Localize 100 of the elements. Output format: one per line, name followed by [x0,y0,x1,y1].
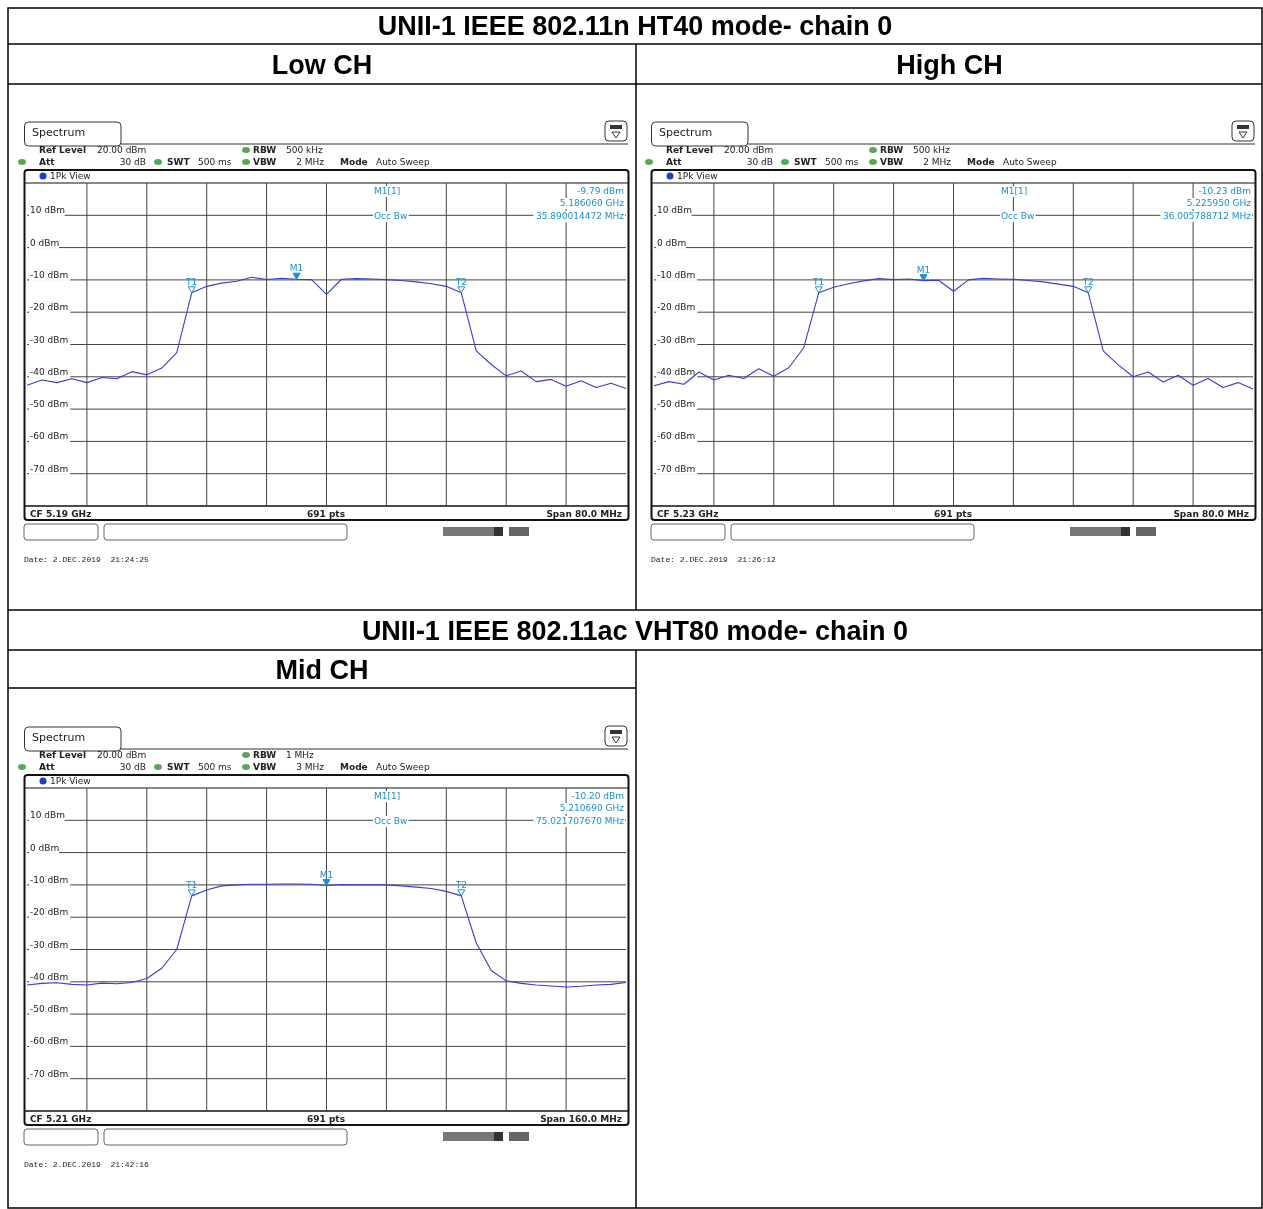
annotation: M1 [289,263,304,274]
annotation: Occ Bw [374,816,408,826]
text: Span 80.0 MHz [1173,509,1249,519]
y-tick-label: -70 dBm [30,1068,69,1079]
y-tick-label: -30 dBm [30,334,69,345]
annotation: M1[1] [374,186,401,196]
y-tick-label: -70 dBm [30,463,69,474]
text: Att [39,762,56,772]
y-tick-label: 0 dBm [30,237,60,248]
text: 691 pts [933,509,973,519]
text: 30 dB [119,762,146,772]
annotation: Occ Bw [374,211,408,221]
annotation: M1[1] [374,791,401,801]
text: CF 5.23 GHz [657,509,719,519]
text: Spectrum [659,126,713,139]
chart-title: High CH [896,50,1003,80]
text: Att [39,157,56,167]
y-tick-label: -10 dBm [30,874,69,885]
annotation: T2 [454,879,467,890]
y-tick-label: 0 dBm [30,842,60,853]
text: 2 MHz [296,157,325,167]
text: VBW [253,762,277,772]
text: 1Pk View [50,776,91,786]
text: CF 5.19 GHz [30,509,92,519]
text: Ref Level [39,750,86,760]
annotation: -10.20 dBm [571,791,624,801]
text: Ref Level [666,145,713,155]
text: Mode [967,157,995,167]
text: Date: 2.DEC.2019 21:42:16 [24,1160,150,1169]
text: 1 MHz [286,750,315,760]
y-tick-label: -40 dBm [657,366,696,377]
y-tick-label: 0 dBm [657,237,687,248]
text: RBW [253,145,277,155]
text: Span 80.0 MHz [546,509,622,519]
y-tick-label: 10 dBm [30,205,65,216]
y-tick-label: -60 dBm [657,431,696,442]
annotation: T1 [185,879,198,890]
text: CF 5.21 GHz [30,1114,92,1124]
y-tick-label: -20 dBm [30,302,69,313]
text: 20.00 dBm [724,145,774,155]
y-tick-label: -20 dBm [30,907,69,918]
text: 3 MHz [296,762,325,772]
annotation: T1 [812,276,825,287]
annotation: Occ Bw [1001,211,1035,221]
y-tick-label: -10 dBm [30,269,69,280]
annotation: 5.210690 GHz [559,803,625,813]
y-tick-label: -30 dBm [30,939,69,950]
text: Mode [340,157,368,167]
text: Spectrum [32,731,86,744]
annotation: 5.225950 GHz [1186,198,1252,208]
annotation: -10.23 dBm [1198,186,1251,196]
chart-title: Mid CH [275,655,369,685]
text: 500 kHz [286,145,324,155]
y-tick-label: -50 dBm [30,399,69,410]
annotation: M1[1] [1001,186,1028,196]
y-tick-label: -40 dBm [30,366,69,377]
chart-subtitle: UNII-1 IEEE 802.11n HT40 mode- chain 0 [377,11,893,41]
annotation: M1 [916,264,931,275]
y-tick-label: -50 dBm [657,399,696,410]
y-tick-label: -60 dBm [30,1036,69,1047]
text: VBW [880,157,904,167]
text: 1Pk View [677,171,718,181]
annotation: 35.890014472 MHz [536,211,625,221]
text: 20.00 dBm [97,750,147,760]
text: 500 kHz [913,145,951,155]
text: 30 dB [119,157,146,167]
text: 500 ms [198,762,232,772]
annotation: T2 [454,276,467,287]
annotation: -9.79 dBm [577,186,624,196]
text: Date: 2.DEC.2019 21:26:12 [651,555,777,564]
text: SWT [167,157,191,167]
chart-title: Low CH [271,50,373,80]
text: 500 ms [825,157,859,167]
y-tick-label: -20 dBm [657,302,696,313]
y-tick-label: -30 dBm [657,334,696,345]
y-tick-label: -40 dBm [30,971,69,982]
y-tick-label: -60 dBm [30,431,69,442]
y-tick-label: 10 dBm [657,205,692,216]
text: Auto Sweep [1003,157,1057,167]
y-tick-label: -10 dBm [657,269,696,280]
annotation: T1 [185,276,198,287]
text: 691 pts [306,1114,346,1124]
text: 1Pk View [50,171,91,181]
text: 20.00 dBm [97,145,147,155]
text: Auto Sweep [376,157,430,167]
text: Date: 2.DEC.2019 21:24:25 [24,555,150,564]
text: RBW [253,750,277,760]
y-tick-label: 10 dBm [30,810,65,821]
text: 500 ms [198,157,232,167]
text: SWT [167,762,191,772]
text: SWT [794,157,818,167]
text: Att [666,157,683,167]
text: Auto Sweep [376,762,430,772]
text: Span 160.0 MHz [540,1114,622,1124]
text: 691 pts [306,509,346,519]
y-tick-label: -50 dBm [30,1004,69,1015]
text: RBW [880,145,904,155]
text: 30 dB [746,157,773,167]
annotation: 5.186060 GHz [559,198,625,208]
text: VBW [253,157,277,167]
